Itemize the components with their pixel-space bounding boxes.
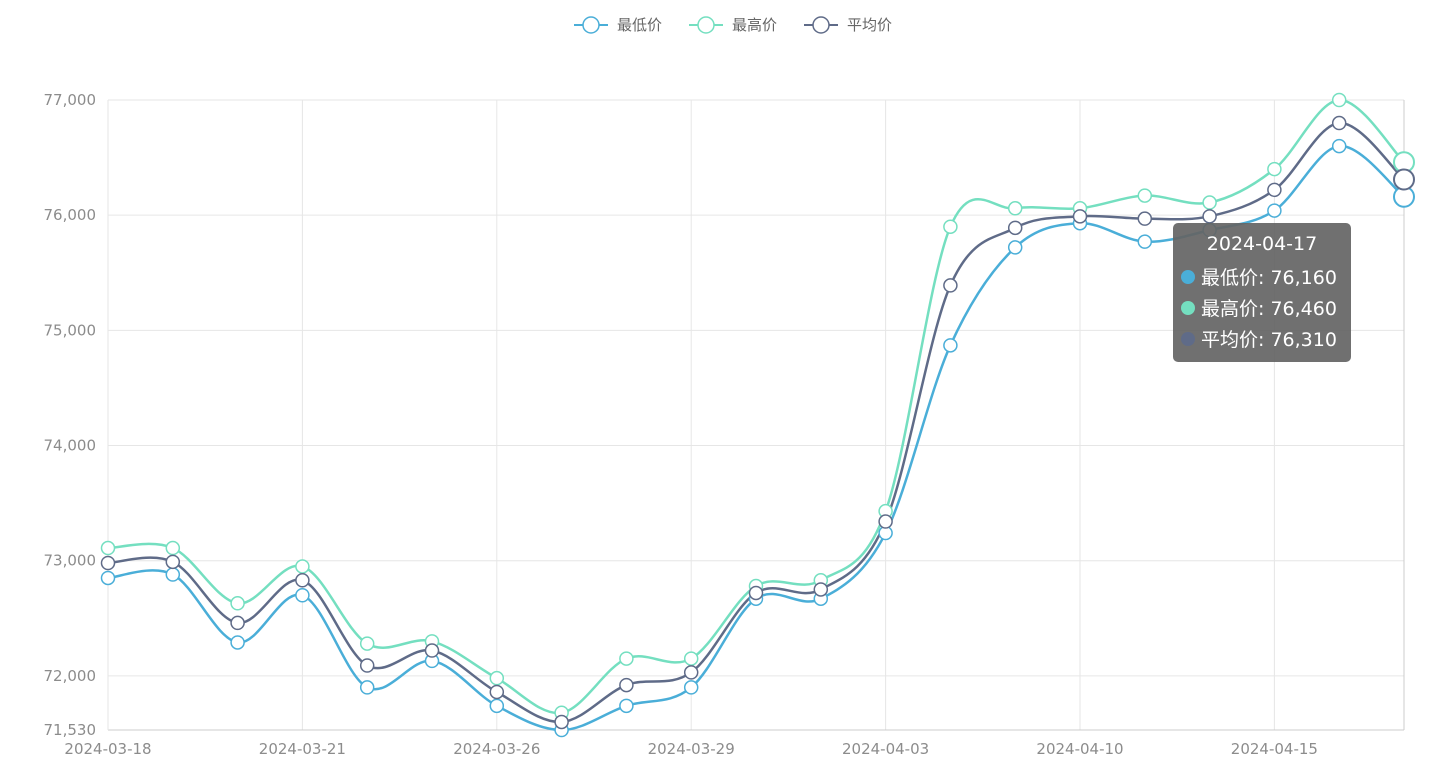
data-point-avg — [1072, 209, 1088, 224]
data-point-avg — [619, 677, 634, 693]
data-point-avg — [424, 643, 440, 658]
data-point-avg — [1007, 220, 1023, 236]
data-point-avg — [878, 514, 893, 529]
data-point-low — [1007, 240, 1023, 255]
data-point-avg — [100, 555, 116, 571]
y-tick-label: 71,530 — [44, 721, 97, 739]
x-tick-label: 2024-04-10 — [1036, 740, 1123, 758]
x-tick-label: 2024-04-15 — [1231, 740, 1318, 758]
y-tick-label: 77,000 — [44, 91, 97, 109]
grid — [108, 99, 1404, 730]
data-point-avg — [1202, 209, 1217, 224]
data-point-high — [1137, 188, 1153, 203]
legend-marker-high — [697, 16, 715, 34]
data-point-high — [943, 219, 958, 234]
data-point-low — [619, 698, 634, 714]
y-tick-label: 73,000 — [44, 552, 97, 570]
data-point-low — [295, 587, 310, 603]
x-tick-label: 2024-03-26 — [453, 740, 540, 758]
y-tick-label: 74,000 — [44, 437, 97, 455]
data-point-high — [100, 540, 116, 556]
data-point-high — [1331, 92, 1347, 108]
y-tick-label: 76,000 — [44, 206, 97, 224]
data-point-avg — [813, 582, 829, 597]
legend-item-low[interactable]: 最低价 — [574, 16, 662, 34]
tooltip-label-low: 最低价: 76,160 — [1201, 267, 1337, 289]
data-point-avg — [1331, 115, 1347, 131]
data-point-high — [1202, 195, 1217, 210]
data-point-high — [165, 540, 181, 556]
series-line-avg — [107, 121, 1405, 724]
data-point-low — [489, 698, 505, 714]
data-point-low — [1267, 203, 1282, 218]
data-point-low — [230, 635, 245, 650]
data-point-avg — [1393, 168, 1415, 191]
data-point-low — [165, 567, 181, 582]
data-point-low — [943, 338, 958, 353]
tooltip-row-low: 最低价: 76,160 — [1181, 261, 1343, 292]
legend-label-low: 最低价 — [617, 16, 662, 34]
x-tick-label: 2024-03-29 — [648, 740, 735, 758]
data-point-low — [683, 680, 699, 695]
data-point-avg — [1267, 182, 1282, 198]
data-point-high — [683, 651, 699, 666]
tooltip-label-avg: 平均价: 76,310 — [1201, 329, 1337, 351]
data-point-low — [359, 680, 375, 695]
x-tick-label: 2024-03-21 — [259, 740, 346, 758]
data-point-low — [1137, 234, 1153, 249]
data-point-high — [1267, 161, 1282, 177]
tooltip-label-high: 最高价: 76,460 — [1201, 298, 1337, 320]
legend-marker-avg — [812, 16, 830, 34]
data-point-avg — [295, 573, 310, 588]
data-point-high — [1007, 201, 1023, 216]
data-point-low — [1331, 138, 1347, 154]
legend-label-high: 最高价 — [732, 16, 777, 34]
y-tick-label: 75,000 — [44, 321, 97, 339]
x-tick-label: 2024-04-03 — [842, 740, 929, 758]
tooltip-dot-avg — [1181, 331, 1195, 346]
data-point-high — [295, 559, 310, 574]
data-point-avg — [943, 278, 958, 293]
tooltip-dot-high — [1181, 300, 1195, 315]
data-point-high — [489, 670, 505, 686]
tooltip-row-high: 最高价: 76,460 — [1181, 292, 1343, 323]
tooltip-dot-low — [1181, 269, 1195, 284]
data-point-high — [230, 596, 245, 611]
data-point-avg — [489, 684, 505, 700]
legend-label-avg: 平均价 — [847, 16, 892, 34]
tooltip-title: 2024-04-17 — [1206, 233, 1318, 255]
legend-item-avg[interactable]: 平均价 — [804, 16, 892, 34]
data-point-high — [359, 636, 375, 651]
data-point-avg — [1137, 211, 1153, 226]
legend-marker-low — [582, 16, 600, 34]
x-tick-label: 2024-03-18 — [64, 740, 151, 758]
data-point-avg — [748, 585, 764, 601]
tooltip: 2024-04-17 最低价: 76,160 最高价: 76,460 平均价: … — [1173, 223, 1351, 362]
series-line-high — [107, 98, 1405, 715]
tooltip-row-avg: 平均价: 76,310 — [1181, 323, 1343, 354]
data-point-avg — [359, 658, 375, 673]
legend-item-high[interactable]: 最高价 — [689, 16, 777, 34]
data-point-avg — [554, 714, 569, 730]
data-point-low — [100, 570, 116, 586]
data-point-high — [619, 651, 634, 666]
data-point-avg — [230, 615, 245, 631]
data-point-avg — [683, 665, 699, 680]
data-point-avg — [165, 554, 181, 570]
y-tick-label: 72,000 — [44, 667, 97, 685]
